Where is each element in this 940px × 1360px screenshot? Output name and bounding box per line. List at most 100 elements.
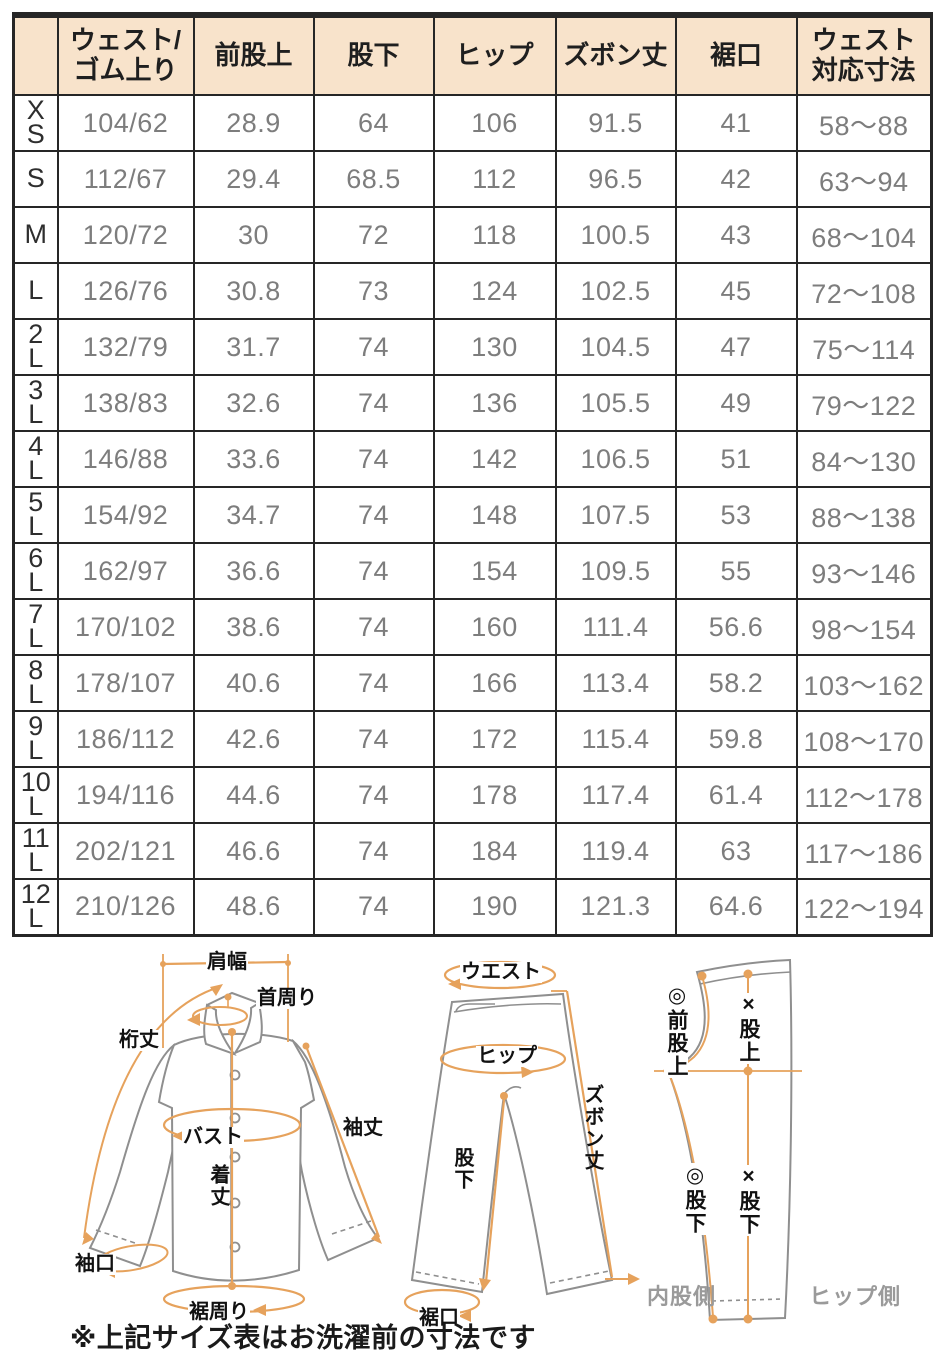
pajama-top-diagram: 肩幅 首周り 桁丈 バスト 着丈 袖丈 袖口 裾周り	[60, 942, 410, 1334]
value-cell: 170/102	[56, 598, 195, 656]
value-cell: 74	[312, 710, 435, 768]
size-label-7L: 7 L	[12, 598, 59, 656]
value-cell: 38.6	[192, 598, 315, 656]
value-cell: 102.5	[554, 262, 677, 320]
value-cell: 115.4	[554, 710, 677, 768]
value-cell: 64	[312, 94, 435, 152]
value-cell: 178/107	[56, 654, 195, 712]
value-cell: 107.5	[554, 486, 677, 544]
value-cell: 162/97	[56, 542, 195, 600]
inseam-b-label: ×股下	[736, 1165, 761, 1236]
shoulder-width-label: 肩幅	[206, 951, 248, 973]
size-label-11L: 11 L	[12, 822, 59, 880]
hip-side-label: ヒップ側	[809, 1284, 902, 1309]
value-cell: 74	[312, 598, 435, 656]
value-cell: 117～186	[795, 822, 933, 880]
value-cell: 74	[312, 654, 435, 712]
table-row-2L: 2 L 132/79 31.7 74 130 104.5 47 75～114	[12, 318, 933, 376]
table-row-8L: 8 L 178/107 40.6 74 166 113.4 58.2 103～162	[12, 654, 933, 712]
value-cell: 178	[432, 766, 557, 824]
value-cell: 74	[312, 542, 435, 600]
value-cell: 113.4	[554, 654, 677, 712]
table-row-9L: 9 L 186/112 42.6 74 172 115.4 59.8 108～170	[12, 710, 933, 768]
value-cell: 172	[432, 710, 557, 768]
size-table-head-row: ウェスト/ ゴム上り 前股上 股下 ヒップ ズボン丈 裾口 ウェスト 対応寸法	[12, 14, 933, 96]
value-cell: 34.7	[192, 486, 315, 544]
size-label-M: M	[12, 206, 59, 264]
value-cell: 31.7	[192, 318, 315, 376]
value-cell: 111.4	[554, 598, 677, 656]
value-cell: 210/126	[56, 878, 195, 936]
neck-label: 首周り	[256, 987, 318, 1009]
inner-side-label: 内股側	[647, 1284, 717, 1309]
table-row-M: M 120/72 30 72 118 100.5 43 68～104	[12, 206, 933, 264]
table-row-12L: 12 L 210/126 48.6 74 190 121.3 64.6 122～194	[12, 878, 933, 936]
column-header: ヒップ	[432, 14, 557, 96]
value-cell: 202/121	[56, 822, 195, 880]
size-label-2L: 2 L	[12, 318, 59, 376]
value-cell: 120/72	[56, 206, 195, 264]
value-cell: 166	[432, 654, 557, 712]
value-cell: 148	[432, 486, 557, 544]
size-label-3L: 3 L	[12, 374, 59, 432]
value-cell: 72	[312, 206, 435, 264]
table-row-XS: X S 104/62 28.9 64 106 91.5 41 58～88	[12, 94, 933, 152]
value-cell: 93～146	[795, 542, 933, 600]
size-label-6L: 6 L	[12, 542, 59, 600]
value-cell: 104/62	[56, 94, 195, 152]
value-cell: 56.6	[674, 598, 798, 656]
table-row-S: S 112/67 29.4 68.5 112 96.5 42 63～94	[12, 150, 933, 208]
value-cell: 106	[432, 94, 557, 152]
value-cell: 88～138	[795, 486, 933, 544]
value-cell: 72～108	[795, 262, 933, 320]
value-cell: 63	[674, 822, 798, 880]
cuff-label: 袖口	[74, 1253, 116, 1275]
size-label-8L: 8 L	[12, 654, 59, 712]
value-cell: 146/88	[56, 430, 195, 488]
value-cell: 119.4	[554, 822, 677, 880]
value-cell: 33.6	[192, 430, 315, 488]
value-cell: 58.2	[674, 654, 798, 712]
column-header: ズボン丈	[554, 14, 677, 96]
pajama-pants-illustration	[403, 960, 640, 1322]
value-cell: 44.6	[192, 766, 315, 824]
value-cell: 51	[674, 430, 798, 488]
value-cell: 124	[432, 262, 557, 320]
value-cell: 109.5	[554, 542, 677, 600]
size-label-9L: 9 L	[12, 710, 59, 768]
value-cell: 63～94	[795, 150, 933, 208]
size-table: ウェスト/ ゴム上り 前股上 股下 ヒップ ズボン丈 裾口 ウェスト 対応寸法 X S 104…	[12, 12, 933, 937]
front-rise-label: ◎前股上	[664, 983, 689, 1078]
value-cell: 84～130	[795, 430, 933, 488]
table-row-5L: 5 L 154/92 34.7 74 148 107.5 53 88～138	[12, 486, 933, 544]
size-table-body: X S 104/62 28.9 64 106 91.5 41 58～88 S 112/67 29.4…	[12, 94, 933, 936]
size-label-5L: 5 L	[12, 486, 59, 544]
column-header: 前股上	[192, 14, 315, 96]
value-cell: 30.8	[192, 262, 315, 320]
value-cell: 194/116	[56, 766, 195, 824]
value-cell: 46.6	[192, 822, 315, 880]
bust-label: バスト	[182, 1126, 244, 1148]
value-cell: 100.5	[554, 206, 677, 264]
table-row-4L: 4 L 146/88 33.6 74 142 106.5 51 84～130	[12, 430, 933, 488]
value-cell: 190	[432, 878, 557, 936]
column-header: 裾口	[674, 14, 798, 96]
size-label-4L: 4 L	[12, 430, 59, 488]
value-cell: 103～162	[795, 654, 933, 712]
value-cell: 43	[674, 206, 798, 264]
value-cell: 49	[674, 374, 798, 432]
size-label-10L: 10 L	[12, 766, 59, 824]
value-cell: 47	[674, 318, 798, 376]
value-cell: 45	[674, 262, 798, 320]
value-cell: 126/76	[56, 262, 195, 320]
value-cell: 74	[312, 878, 435, 936]
value-cell: 91.5	[554, 94, 677, 152]
table-row-11L: 11 L 202/121 46.6 74 184 119.4 63 117～186	[12, 822, 933, 880]
value-cell: 32.6	[192, 374, 315, 432]
value-cell: 29.4	[192, 150, 315, 208]
value-cell: 41	[674, 94, 798, 152]
value-cell: 106.5	[554, 430, 677, 488]
value-cell: 74	[312, 766, 435, 824]
value-cell: 74	[312, 430, 435, 488]
inseam-label: 股下	[450, 1147, 473, 1191]
